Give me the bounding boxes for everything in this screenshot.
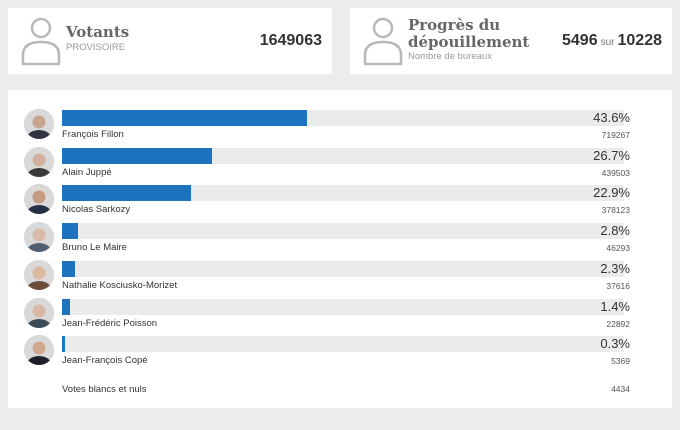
progress-count: 5496 sur 10228 xyxy=(562,32,662,50)
result-bar-fill xyxy=(62,336,65,353)
result-bar-fill xyxy=(62,298,70,315)
candidate-percent: 26.7% xyxy=(593,147,630,163)
blank-votes-label: Votes blancs et nuls xyxy=(62,384,147,395)
candidate-name: Bruno Le Maire xyxy=(62,242,127,254)
candidate-row: Nathalie Kosciusko-Morizet 2.3% 37616 xyxy=(8,259,672,297)
candidate-votes: 46293 xyxy=(606,243,630,254)
candidate-row: François Fillon 43.6% 719267 xyxy=(8,109,672,146)
result-bar-fill xyxy=(62,147,212,164)
candidate-votes: 5369 xyxy=(611,356,630,367)
candidate-name: Alain Juppé xyxy=(62,166,112,178)
candidate-percent: 22.9% xyxy=(593,185,630,201)
candidate-row: Bruno Le Maire 2.8% 46293 xyxy=(8,222,672,259)
person-icon xyxy=(363,17,403,66)
voters-card: Votants PROVISOIRE 1649063 xyxy=(8,8,332,74)
candidate-avatar xyxy=(24,297,54,328)
candidate-name: Jean-Frédéric Poisson xyxy=(62,317,158,329)
progress-sur: sur xyxy=(600,37,615,48)
progress-subtitle: Nombre de bureaux xyxy=(408,51,492,62)
candidate-votes: 439503 xyxy=(601,167,630,178)
progress-total: 10228 xyxy=(617,32,663,49)
candidate-row: Alain Juppé 26.7% 439503 xyxy=(8,146,672,184)
result-bar-fill xyxy=(62,110,307,126)
result-bar-fill xyxy=(62,185,191,202)
candidate-percent: 2.8% xyxy=(600,223,630,239)
progress-counted: 5496 xyxy=(562,32,598,49)
progress-title: Progrès du dépouillement xyxy=(408,17,529,51)
candidate-avatar xyxy=(24,259,54,290)
candidate-percent: 43.6% xyxy=(593,110,630,125)
results-panel: François Fillon 43.6% 719267 Alain Juppé 26.… xyxy=(8,90,672,408)
candidate-row: Jean-François Copé 0.3% 5369 xyxy=(8,335,672,372)
voters-subtitle: PROVISOIRE xyxy=(66,42,126,53)
result-bar-fill xyxy=(62,260,75,277)
progress-title-line2: dépouillement xyxy=(408,33,530,51)
candidate-percent: 0.3% xyxy=(600,336,630,352)
candidate-avatar xyxy=(24,335,54,366)
result-bar-track xyxy=(62,147,624,164)
result-bar-track xyxy=(62,185,624,202)
result-bar-track xyxy=(62,298,624,315)
candidate-percent: 2.3% xyxy=(600,260,630,276)
candidate-name: Jean-François Copé xyxy=(62,355,148,367)
candidate-avatar xyxy=(24,146,54,177)
candidate-avatar xyxy=(24,222,54,253)
candidate-avatar xyxy=(24,109,54,139)
result-bar-track xyxy=(62,110,624,126)
candidate-name: Nathalie Kosciusko-Morizet xyxy=(62,279,178,291)
result-bar-track xyxy=(62,260,624,277)
result-bar-track xyxy=(62,336,624,353)
candidate-row: Nicolas Sarkozy 22.9% 378123 xyxy=(8,184,672,221)
candidate-votes: 22892 xyxy=(606,318,630,329)
blank-votes-count: 4434 xyxy=(611,384,630,394)
progress-card: Progrès du dépouillement Nombre de burea… xyxy=(350,8,672,74)
candidate-name: Nicolas Sarkozy xyxy=(62,204,131,216)
candidate-row: Jean-Frédéric Poisson 1.4% 22892 xyxy=(8,297,672,335)
result-bar-fill xyxy=(62,223,78,240)
candidate-percent: 1.4% xyxy=(600,298,630,314)
candidate-votes: 37616 xyxy=(606,280,630,291)
result-bar-track xyxy=(62,223,624,240)
candidate-votes: 719267 xyxy=(601,130,630,140)
voters-title: Votants xyxy=(66,23,130,41)
candidate-name: François Fillon xyxy=(62,129,124,140)
progress-title-line1: Progrès du xyxy=(408,16,501,34)
candidate-votes: 378123 xyxy=(601,205,630,216)
person-icon xyxy=(21,17,61,66)
candidate-avatar xyxy=(24,184,54,215)
voters-count: 1649063 xyxy=(259,32,322,49)
